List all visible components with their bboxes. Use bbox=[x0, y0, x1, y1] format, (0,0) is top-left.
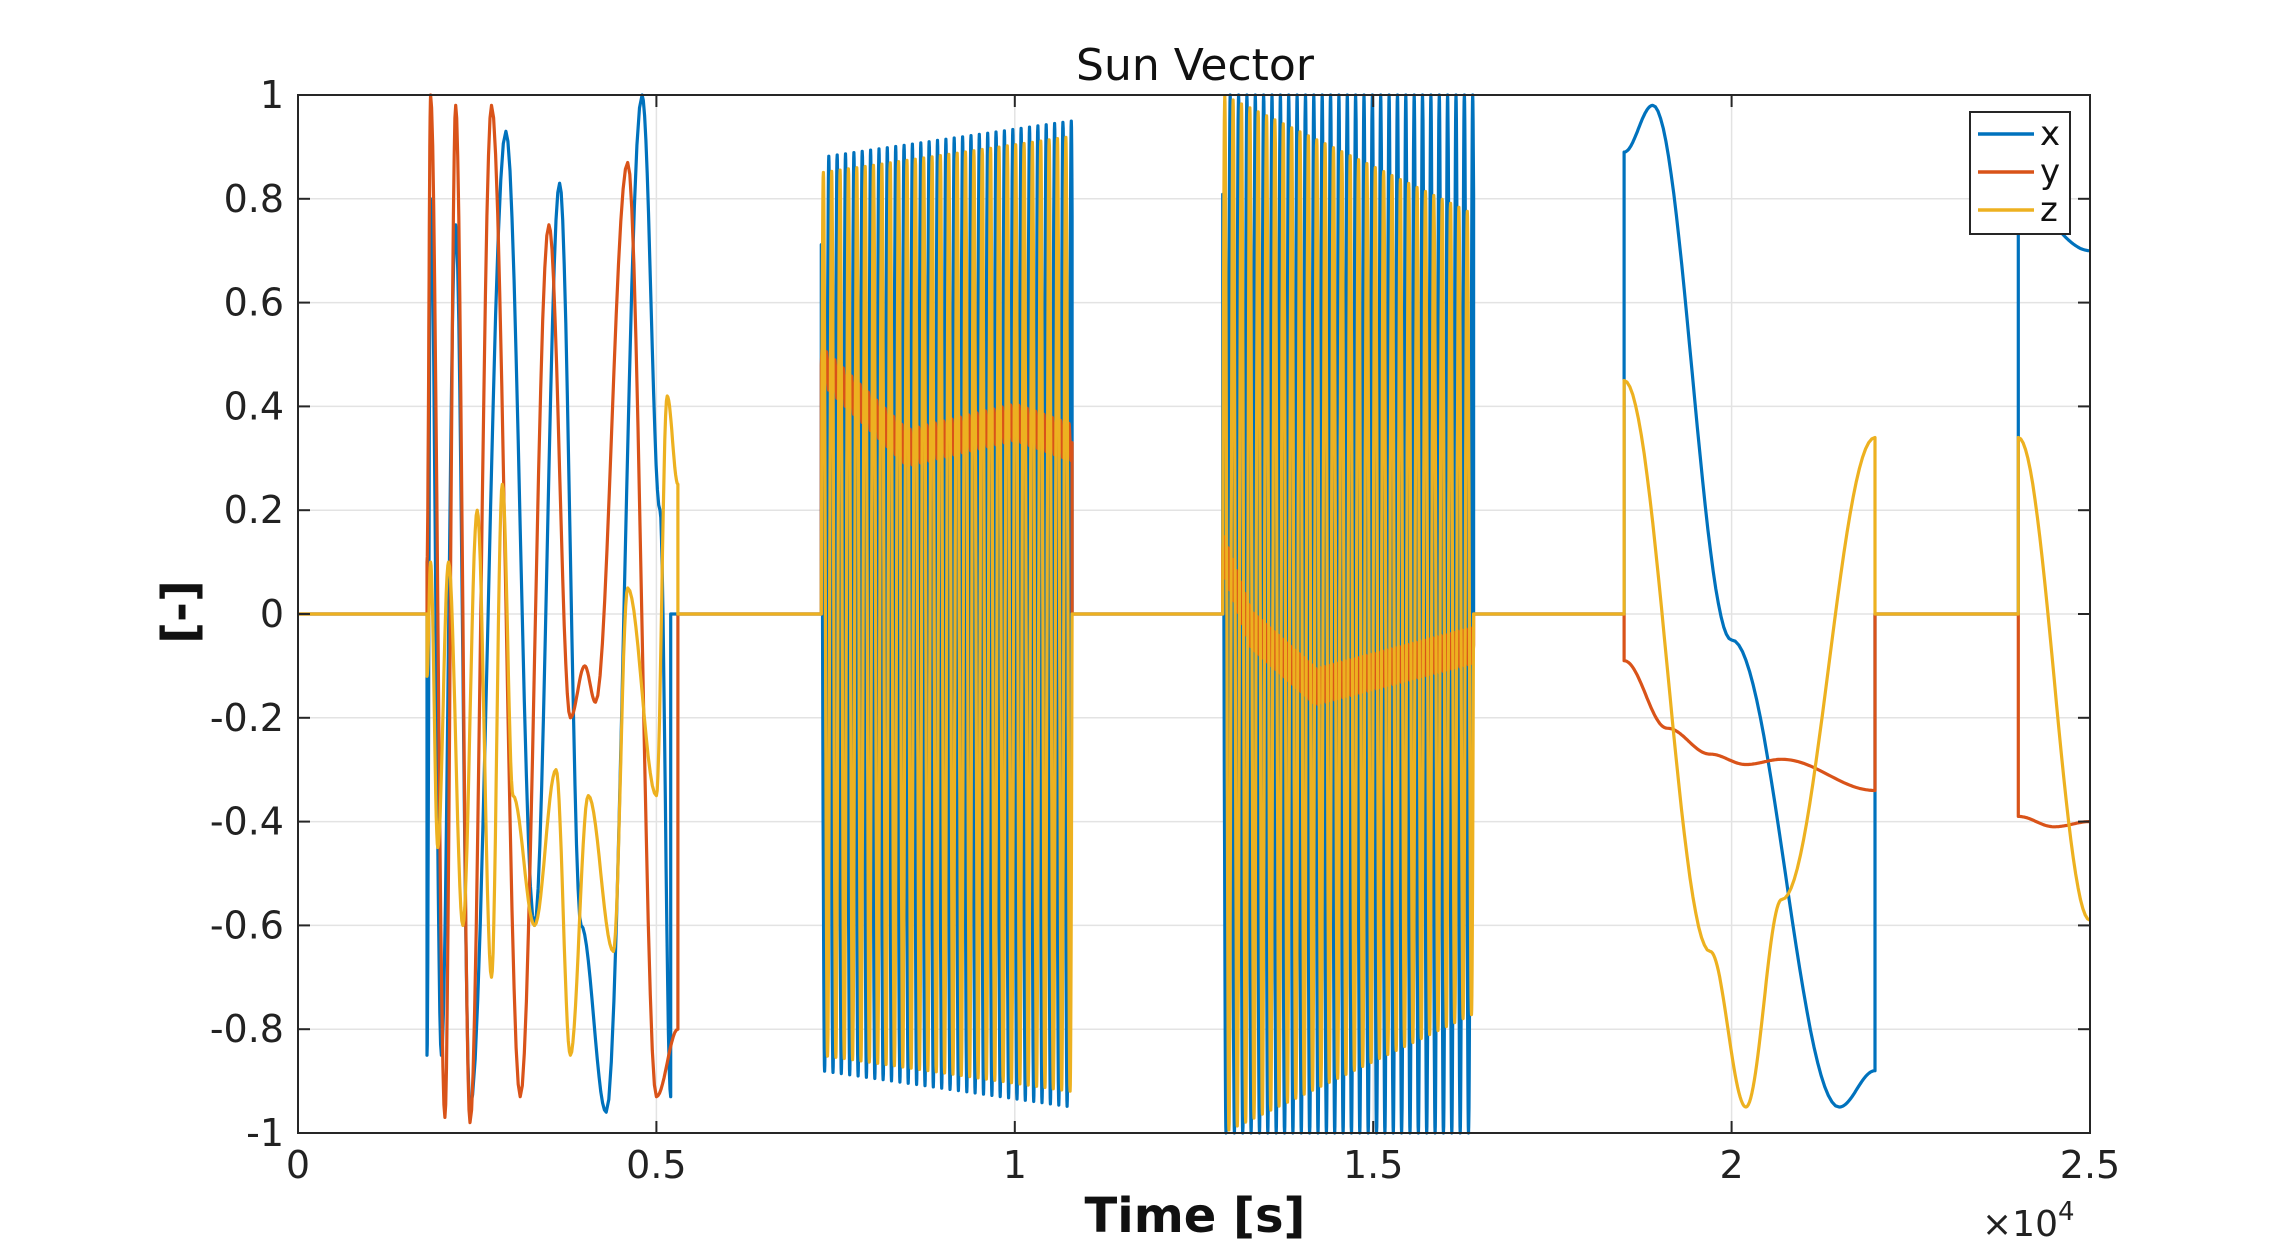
legend: xyz bbox=[1969, 111, 2071, 235]
y-tick-label: 0.8 bbox=[224, 177, 284, 221]
x-exponent-label: ×104 bbox=[1982, 1197, 2075, 1245]
y-tick-label: -0.6 bbox=[210, 903, 284, 947]
y-tick-label: 0.4 bbox=[224, 384, 284, 428]
y-tick-label: 1 bbox=[260, 73, 284, 117]
series-line-z bbox=[298, 94, 2091, 1132]
x-tick-label: 1.5 bbox=[1343, 1143, 1403, 1187]
y-axis-label: [-] bbox=[152, 580, 208, 644]
axis-tick-labels: 0 0.5 1 1.5 2 2.5 1 0.8 0.6 0.4 0.2 0 -0.2 -0.4 -0.6 -0… bbox=[210, 73, 2120, 1187]
series-line-x bbox=[298, 93, 2091, 1135]
x-tick-label: 0.5 bbox=[626, 1143, 686, 1187]
x-tick-label: 1 bbox=[1003, 1143, 1027, 1187]
y-tick-label: -1 bbox=[246, 1111, 284, 1155]
legend-label-z: z bbox=[2040, 190, 2058, 230]
x-tick-label: 0 bbox=[286, 1143, 310, 1187]
x-tick-label: 2 bbox=[1720, 1143, 1744, 1187]
legend-label-x: x bbox=[2040, 114, 2060, 154]
y-tick-label: -0.4 bbox=[210, 800, 284, 844]
y-tick-label: 0.2 bbox=[224, 488, 284, 532]
chart-title: Sun Vector bbox=[1076, 40, 1315, 91]
x-axis-label: Time [s] bbox=[1085, 1188, 1306, 1244]
x-tick-label: 2.5 bbox=[2060, 1143, 2120, 1187]
plot-area bbox=[298, 93, 2091, 1135]
axis-ticks bbox=[297, 94, 2091, 1134]
y-tick-label: -0.8 bbox=[210, 1007, 284, 1051]
y-tick-label: 0.6 bbox=[224, 281, 284, 325]
y-tick-label: 0 bbox=[260, 592, 284, 636]
y-tick-label: -0.2 bbox=[210, 696, 284, 740]
legend-label-y: y bbox=[2040, 152, 2060, 192]
